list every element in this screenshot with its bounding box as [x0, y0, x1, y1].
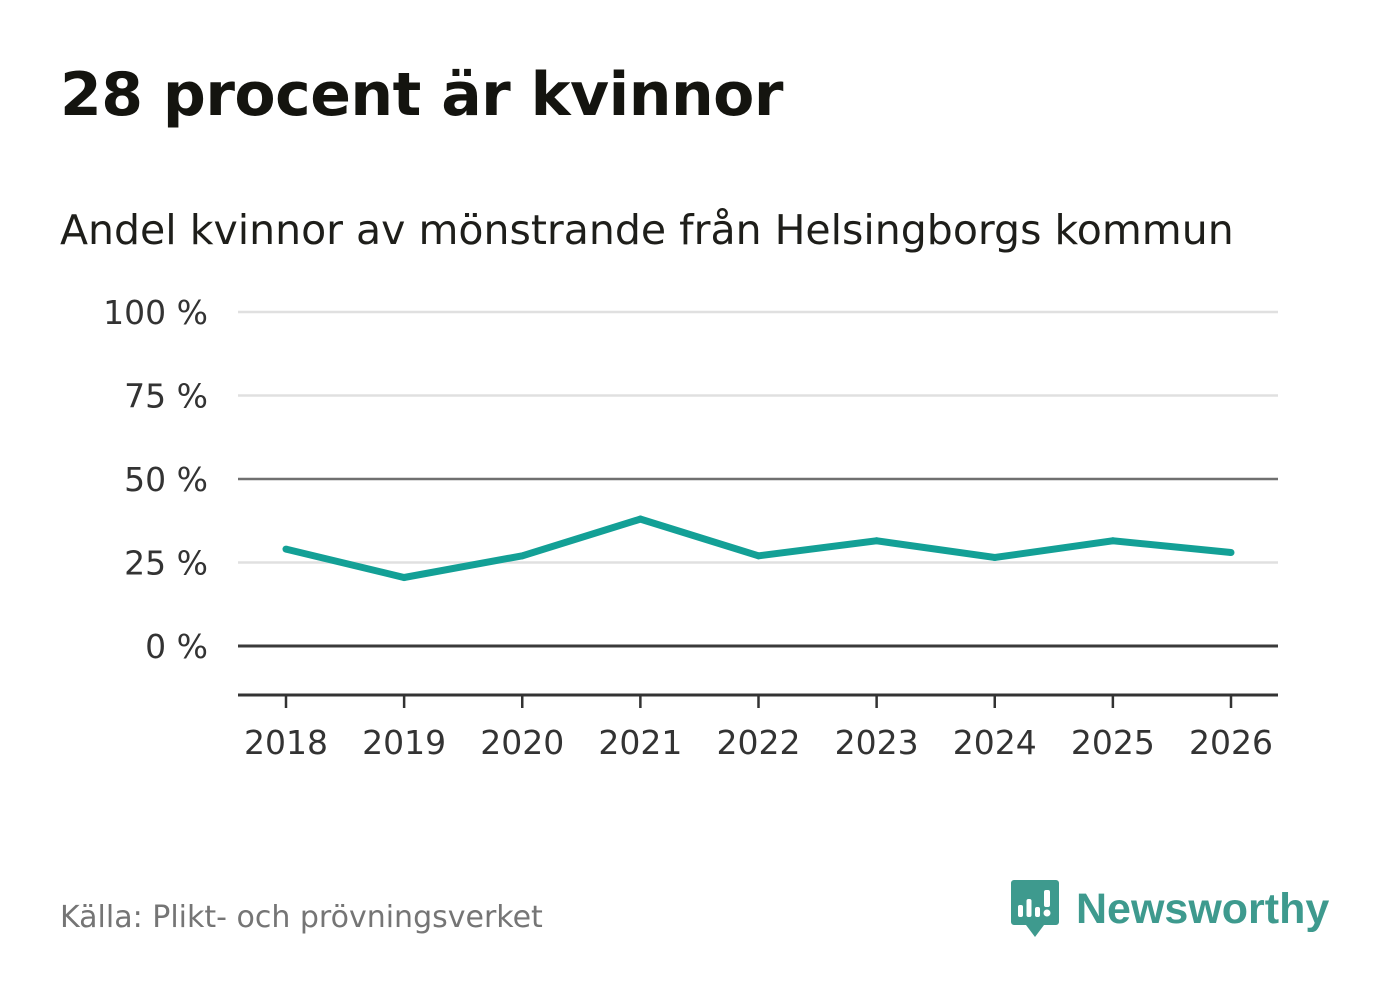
- data-point: [400, 574, 408, 582]
- data-point: [991, 553, 999, 561]
- data-point: [1227, 548, 1235, 556]
- series-line: [285, 515, 1232, 582]
- y-tick-label: 100 %: [103, 293, 208, 332]
- source-note: Källa: Plikt- och prövningsverket: [60, 900, 543, 935]
- chart-subtitle: Andel kvinnor av mönstrande från Helsing…: [60, 206, 1234, 254]
- x-tick-label: 2024: [953, 723, 1037, 762]
- x-tick-label: 2025: [1071, 723, 1155, 762]
- x-tick-label: 2019: [362, 723, 446, 762]
- newsworthy-logo-icon: [1011, 880, 1059, 937]
- data-point: [282, 545, 290, 553]
- x-tick-label: 2018: [244, 723, 328, 762]
- data-point: [755, 552, 762, 560]
- brand: Newsworthy: [1010, 878, 1329, 940]
- x-tick-label: 2021: [598, 723, 682, 762]
- x-tick-label: 2022: [717, 723, 801, 762]
- y-tick-label: 0 %: [145, 627, 208, 666]
- data-point: [1109, 537, 1117, 545]
- x-tick-label: 2026: [1189, 723, 1273, 762]
- y-tick-label: 25 %: [124, 544, 208, 583]
- chart-title: 28 procent är kvinnor: [60, 60, 783, 130]
- y-tick-label: 50 %: [124, 460, 208, 499]
- data-point: [518, 552, 526, 560]
- x-tick-label: 2020: [480, 723, 564, 762]
- y-tick-label: 75 %: [124, 377, 208, 416]
- data-point: [636, 515, 644, 523]
- x-tick-label: 2023: [835, 723, 919, 762]
- brand-name: Newsworthy: [1076, 884, 1330, 933]
- data-point: [873, 537, 881, 545]
